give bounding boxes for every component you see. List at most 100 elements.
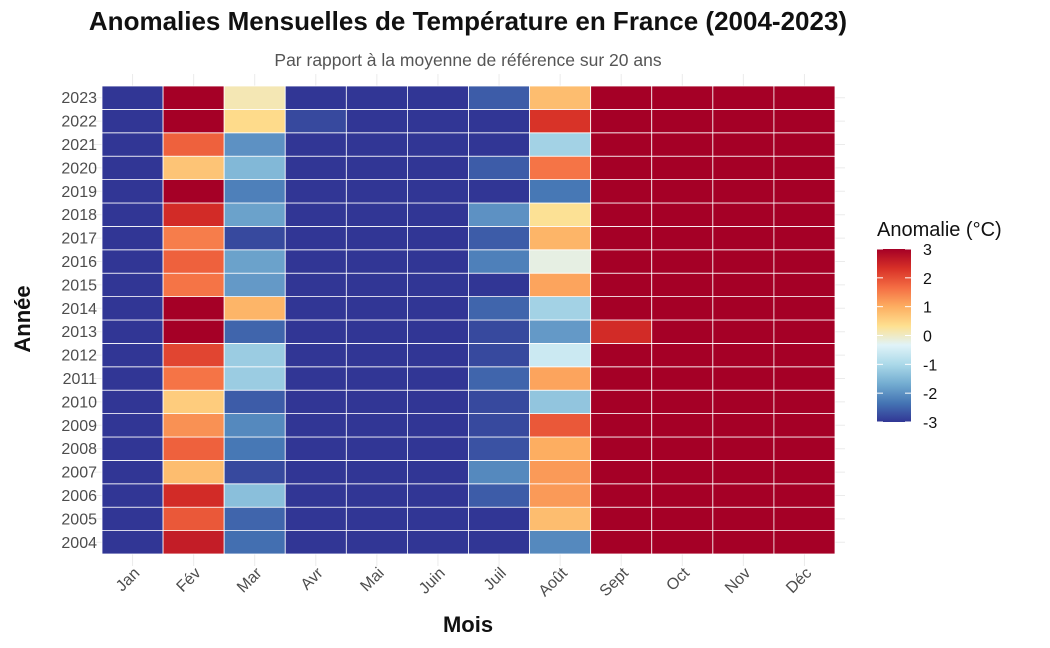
heatmap-cell	[162, 272, 225, 298]
heatmap-cell	[162, 342, 225, 368]
heatmap-cell	[101, 506, 164, 532]
heatmap-cell	[407, 109, 469, 134]
heatmap-cell	[773, 413, 836, 438]
heatmap-cell	[773, 155, 836, 180]
heatmap-cell	[345, 85, 408, 110]
heatmap-cell	[407, 85, 469, 110]
heatmap-cell	[101, 202, 164, 227]
heatmap-cell	[284, 132, 347, 157]
heatmap-cell	[651, 483, 714, 508]
x-tick-label: Déc	[783, 565, 815, 597]
heatmap-cell	[529, 109, 592, 134]
heatmap-cell	[590, 132, 653, 157]
heatmap-cell	[284, 366, 347, 391]
heatmap-cell	[468, 319, 530, 344]
heatmap-cell	[407, 249, 469, 274]
heatmap-cell	[101, 342, 164, 368]
heatmap-cell	[651, 202, 714, 227]
heatmap-cell	[651, 506, 714, 532]
heatmap-cell	[468, 179, 530, 204]
heatmap-cell	[651, 342, 714, 368]
heatmap-cell	[162, 202, 225, 227]
heatmap-cell	[590, 109, 653, 134]
y-tick-label: 2018	[61, 207, 97, 224]
heatmap-cell	[529, 202, 592, 227]
heatmap-tiles	[101, 85, 836, 555]
legend-tick-label: -2	[923, 386, 937, 403]
heatmap-cell	[284, 225, 347, 251]
heatmap-cell	[529, 132, 592, 157]
heatmap-cell	[590, 155, 653, 180]
x-tick-label: Jan	[113, 565, 143, 595]
heatmap-cell	[284, 319, 347, 344]
heatmap-cell	[162, 366, 225, 391]
heatmap-cell	[223, 249, 286, 274]
heatmap-cell	[223, 342, 286, 368]
heatmap-cell	[773, 366, 836, 391]
heatmap-cell	[101, 155, 164, 180]
heatmap-cell	[101, 249, 164, 274]
heatmap-cell	[223, 132, 286, 157]
heatmap-cell	[590, 413, 653, 438]
heatmap-cell	[162, 109, 225, 134]
heatmap-cell	[590, 296, 653, 321]
heatmap-cell	[468, 132, 530, 157]
heatmap-cell	[223, 109, 286, 134]
heatmap-cell	[529, 296, 592, 321]
y-tick-label: 2004	[61, 535, 97, 552]
heatmap-cell	[712, 272, 775, 298]
heatmap-cell	[773, 202, 836, 227]
heatmap-cell	[712, 389, 775, 415]
legend-tick-label: -1	[923, 357, 937, 374]
heatmap-cell	[590, 225, 653, 251]
heatmap-cell	[712, 342, 775, 368]
heatmap-cell	[468, 506, 530, 532]
x-axis-ticks: Jan Fév Mar Avr Mai Juin Juil Août Sept Oct Nov Déc	[113, 564, 815, 600]
heatmap-cell	[712, 366, 775, 391]
heatmap-cell	[773, 179, 836, 204]
heatmap-cell	[590, 366, 653, 391]
y-tick-label: 2016	[61, 254, 97, 271]
heatmap-cell	[529, 366, 592, 391]
heatmap-cell	[712, 506, 775, 532]
heatmap-cell	[345, 202, 408, 227]
heatmap-cell	[223, 506, 286, 532]
heatmap-cell	[284, 109, 347, 134]
heatmap-cell	[590, 436, 653, 461]
heatmap-cell	[468, 483, 530, 508]
heatmap-cell	[773, 296, 836, 321]
heatmap-cell	[162, 459, 225, 485]
heatmap-cell	[345, 342, 408, 368]
heatmap-cell	[773, 109, 836, 134]
heatmap-cell	[223, 389, 286, 415]
x-tick-label: Fév	[174, 565, 205, 596]
heatmap-cell	[284, 85, 347, 110]
heatmap-cell	[407, 225, 469, 251]
x-tick-label: Oct	[663, 564, 693, 594]
heatmap-cell	[529, 155, 592, 180]
heatmap-cell	[284, 296, 347, 321]
heatmap-cell	[468, 249, 530, 274]
heatmap-cell	[651, 85, 714, 110]
heatmap-cell	[223, 85, 286, 110]
heatmap-cell	[651, 459, 714, 485]
heatmap-cell	[590, 202, 653, 227]
heatmap-cell	[407, 202, 469, 227]
heatmap-cell	[712, 132, 775, 157]
heatmap-cell	[284, 389, 347, 415]
heatmap-cell	[712, 225, 775, 251]
heatmap-cell	[162, 225, 225, 251]
heatmap-cell	[101, 179, 164, 204]
heatmap-cell	[407, 389, 469, 415]
heatmap-cell	[529, 506, 592, 532]
y-tick-label: 2022	[61, 114, 97, 131]
heatmap-cell	[345, 389, 408, 415]
y-tick-label: 2013	[61, 324, 97, 341]
y-tick-label: 2011	[63, 371, 98, 388]
heatmap-cell	[590, 179, 653, 204]
heatmap-cell	[223, 319, 286, 344]
heatmap-cell	[284, 272, 347, 298]
heatmap-cell	[101, 109, 164, 134]
heatmap-cell	[101, 366, 164, 391]
heatmap-cell	[407, 296, 469, 321]
